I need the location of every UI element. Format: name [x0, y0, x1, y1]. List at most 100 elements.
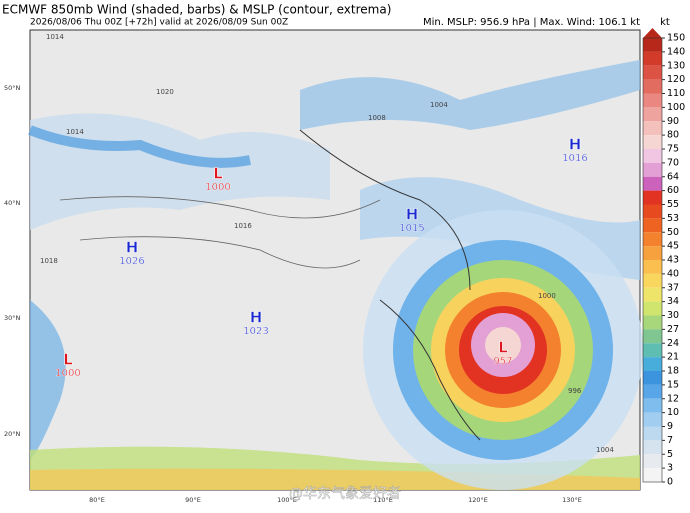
colorbar-label: 50 [667, 227, 679, 238]
isobar-label: 1004 [596, 446, 614, 454]
colorbar-swatch [643, 315, 662, 330]
center-pressure: 1015 [399, 223, 424, 234]
colorbar-unit: kt [660, 17, 670, 28]
center-symbol: L [498, 339, 508, 357]
colorbar-swatch [643, 79, 662, 94]
colorbar-swatch [643, 287, 662, 302]
colorbar-label: 40 [667, 268, 679, 279]
center-symbol: L [63, 351, 73, 369]
colorbar-swatch [643, 371, 662, 385]
colorbar-swatch [643, 246, 662, 260]
wind-shade [30, 300, 66, 460]
colorbar-label: 45 [667, 241, 679, 252]
colorbar-label: 18 [667, 366, 679, 377]
wind-shade [28, 125, 251, 168]
colorbar-label: 3 [667, 463, 673, 474]
colorbar-label: 64 [667, 171, 679, 182]
colorbar-swatch [643, 135, 662, 149]
isobar-label: 1014 [66, 128, 84, 136]
center-pressure: 1023 [243, 326, 268, 337]
colorbar-label: 53 [667, 213, 679, 224]
center-pressure: 957 [493, 356, 512, 367]
colorbar-label: 80 [667, 130, 679, 141]
lat-label: 30°N [4, 314, 21, 322]
colorbar-swatch [643, 190, 662, 205]
colorbar-label: 10 [667, 407, 679, 418]
colorbar-label: 120 [667, 74, 685, 85]
isobar-label: 996 [568, 387, 582, 395]
isobar-label: 1018 [40, 257, 58, 265]
colorbar-label: 7 [667, 435, 673, 446]
isobar-label: 1000 [538, 292, 556, 300]
lon-label: 90°E [185, 496, 201, 504]
colorbar-label: 30 [667, 310, 679, 321]
colorbar-label: 43 [667, 255, 679, 266]
colorbar-swatch [643, 440, 662, 455]
colorbar-swatch [643, 384, 662, 399]
colorbar-label: 150 [667, 33, 685, 44]
colorbar-label: 27 [667, 324, 679, 335]
colorbar-label: 90 [667, 116, 679, 127]
center-pressure: 1000 [55, 368, 80, 379]
colorbar-swatch [643, 149, 662, 163]
title: ECMWF 850mb Wind (shaded, barbs) & MSLP … [2, 3, 391, 17]
colorbar-swatch [643, 454, 662, 469]
colorbar-swatch [643, 260, 662, 274]
colorbar-swatch [643, 162, 662, 177]
colorbar-swatch [643, 38, 662, 52]
colorbar-swatch [643, 329, 662, 344]
isobar [79, 236, 361, 269]
colorbar: 1501401301201101009080757064605553504543… [642, 28, 685, 488]
lon-label: 80°E [89, 496, 105, 504]
colorbar-label: 130 [667, 60, 685, 71]
colorbar-label: 5 [667, 449, 673, 460]
center-symbol: L [213, 165, 223, 183]
typhoon-rings [363, 210, 643, 490]
colorbar-label: 0 [667, 477, 673, 488]
center-symbol: H [406, 206, 419, 224]
center-pressure: 1026 [119, 256, 144, 267]
colorbar-arrow [643, 28, 662, 38]
wind-shade [300, 60, 640, 130]
lon-label: 100°E [277, 496, 297, 504]
coastline [299, 129, 471, 291]
center-symbol: H [569, 136, 582, 154]
colorbar-label: 34 [667, 296, 679, 307]
isobar-label: 1004 [430, 101, 448, 109]
isobar-label: 1016 [234, 222, 252, 230]
subtitle: 2026/08/06 Thu 00Z [+72h] valid at 2026/… [30, 18, 288, 28]
watermark: @华东气象爱好者 [289, 486, 401, 502]
center-pressure: 1000 [205, 182, 230, 193]
colorbar-swatch [643, 301, 662, 316]
colorbar-swatch [643, 93, 662, 108]
lon-label: 120°E [468, 496, 488, 504]
colorbar-label: 60 [667, 185, 679, 196]
stats: Min. MSLP: 956.9 hPa | Max. Wind: 106.1 … [423, 17, 640, 28]
colorbar-swatch [643, 65, 662, 80]
colorbar-swatch [643, 468, 662, 482]
map-area [28, 29, 643, 491]
colorbar-swatch [643, 357, 662, 371]
lon-label: 110°E [373, 496, 393, 504]
map-labels: 50°N 40°N 30°N 20°N 80°E 90°E 100°E 110°E 120°E 1… [4, 33, 614, 504]
colorbar-swatch [643, 176, 662, 191]
lat-label: 50°N [4, 84, 21, 92]
colorbar-swatch [643, 232, 662, 247]
colorbar-label: 110 [667, 88, 685, 99]
colorbar-label: 75 [667, 144, 679, 155]
lat-label: 20°N [4, 430, 21, 438]
isobar [59, 196, 381, 219]
colorbar-swatch [643, 412, 662, 427]
colorbar-swatch [643, 426, 662, 441]
colorbar-swatch [643, 204, 662, 219]
isobar-label: 1020 [156, 88, 174, 96]
colorbar-label: 21 [667, 352, 679, 363]
isobar-label: 1008 [368, 114, 386, 122]
colorbar-label: 100 [667, 102, 685, 113]
isobar-label: 1014 [46, 33, 64, 41]
colorbar-swatch [643, 398, 662, 413]
colorbar-swatch [643, 343, 662, 358]
colorbar-swatch [643, 273, 662, 288]
colorbar-label: 37 [667, 282, 679, 293]
colorbar-label: 15 [667, 379, 679, 390]
